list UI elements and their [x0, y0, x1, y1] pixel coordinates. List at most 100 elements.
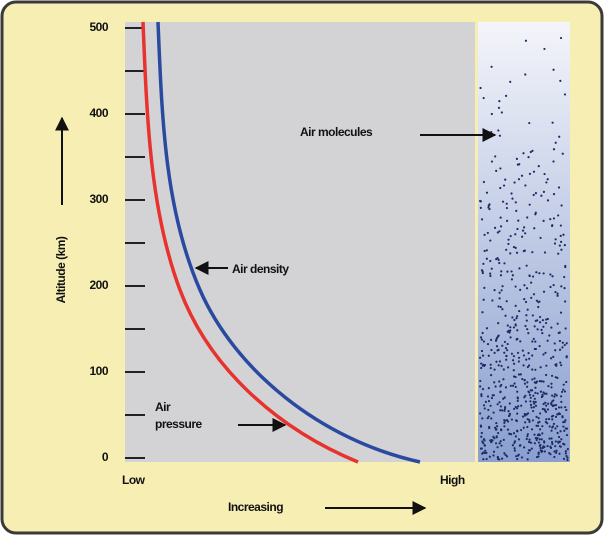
- molecule: [494, 385, 497, 388]
- molecule: [560, 248, 563, 251]
- molecule: [511, 197, 514, 200]
- molecule: [497, 322, 500, 325]
- molecule: [507, 329, 510, 332]
- molecule: [528, 203, 531, 206]
- molecule: [532, 337, 535, 341]
- molecule: [522, 152, 525, 155]
- molecule: [562, 233, 565, 236]
- molecule: [479, 379, 482, 383]
- molecule: [513, 449, 517, 452]
- molecule: [548, 334, 551, 337]
- molecule: [559, 36, 563, 40]
- molecule: [531, 409, 535, 413]
- molecule: [516, 351, 520, 354]
- molecule: [516, 315, 519, 318]
- molecule: [487, 354, 490, 357]
- molecule: [499, 167, 502, 170]
- molecule: [526, 365, 529, 369]
- molecule: [514, 233, 517, 236]
- molecule: [554, 403, 558, 407]
- molecule: [490, 396, 494, 400]
- molecule: [534, 404, 538, 407]
- molecule: [552, 283, 555, 287]
- molecule: [514, 375, 517, 379]
- molecule: [486, 395, 490, 398]
- molecule: [510, 270, 513, 273]
- molecule: [531, 275, 535, 278]
- molecule: [551, 442, 554, 446]
- molecule: [541, 393, 544, 396]
- molecule: [542, 353, 545, 356]
- molecule: [554, 349, 557, 352]
- molecule: [529, 400, 532, 403]
- molecule: [533, 347, 536, 351]
- molecule: [529, 150, 532, 154]
- molecule: [505, 219, 509, 223]
- molecule: [531, 149, 534, 152]
- molecule: [527, 332, 530, 335]
- molecule: [524, 232, 527, 235]
- molecule: [482, 340, 486, 343]
- molecule: [488, 426, 491, 430]
- molecule: [544, 351, 547, 354]
- molecule: [514, 435, 517, 438]
- molecule: [514, 304, 517, 307]
- molecule: [523, 379, 526, 382]
- molecule: [550, 437, 553, 440]
- molecule: [530, 447, 533, 450]
- molecule: [528, 357, 531, 360]
- molecule: [532, 400, 535, 403]
- molecule: [494, 339, 498, 342]
- molecule: [534, 400, 537, 404]
- molecule: [489, 239, 492, 242]
- molecule: [558, 412, 561, 416]
- molecule: [565, 342, 568, 345]
- molecule: [559, 361, 562, 364]
- molecule: [502, 438, 505, 441]
- molecule: [480, 447, 483, 450]
- molecule: [492, 435, 495, 438]
- x-title: Increasing: [228, 500, 283, 514]
- molecule: [516, 390, 519, 393]
- molecule: [526, 385, 529, 388]
- molecule: [526, 308, 529, 311]
- molecule: [528, 449, 532, 452]
- molecule: [524, 400, 528, 403]
- molecule: [529, 403, 533, 406]
- molecule: [514, 246, 517, 249]
- molecule: [546, 199, 550, 202]
- molecule: [537, 305, 540, 309]
- molecule: [518, 267, 521, 270]
- molecule: [521, 377, 524, 381]
- molecule: [546, 178, 549, 181]
- molecule: [558, 348, 562, 351]
- molecule: [542, 402, 545, 406]
- molecule: [538, 315, 542, 319]
- molecule: [544, 401, 547, 404]
- molecule: [483, 363, 487, 367]
- molecule: [506, 349, 509, 352]
- molecule: [509, 336, 512, 339]
- molecule: [483, 407, 486, 410]
- molecule: [524, 73, 527, 76]
- molecule: [545, 181, 548, 184]
- molecule: [503, 340, 507, 344]
- molecule: [480, 349, 484, 353]
- molecule: [515, 317, 518, 320]
- molecule: [506, 428, 510, 431]
- molecule: [550, 374, 554, 377]
- molecule: [539, 390, 543, 393]
- molecule: [560, 406, 563, 409]
- molecule: [548, 425, 551, 428]
- molecule: [511, 444, 515, 447]
- molecule: [546, 339, 549, 342]
- molecule: [563, 300, 567, 303]
- molecule: [550, 429, 553, 432]
- molecule: [536, 436, 539, 440]
- molecule: [482, 96, 485, 100]
- molecule: [480, 362, 483, 365]
- molecule: [515, 209, 518, 212]
- molecule: [552, 193, 556, 196]
- molecule: [554, 141, 557, 144]
- molecule: [503, 421, 506, 425]
